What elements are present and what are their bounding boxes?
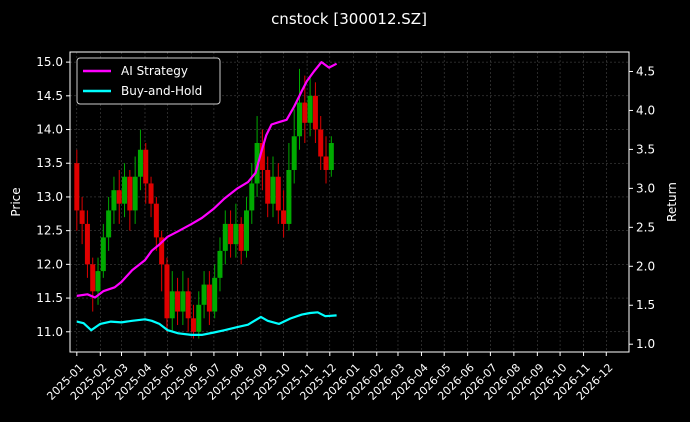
candle-body bbox=[286, 169, 292, 224]
candle-body bbox=[217, 250, 223, 278]
y-left-tick-label: 14.5 bbox=[36, 89, 63, 103]
line-series bbox=[76, 60, 338, 336]
y-left-tick-label: 13.5 bbox=[36, 156, 63, 170]
candle-body bbox=[281, 210, 287, 224]
legend-box bbox=[76, 57, 221, 105]
candlestick-series bbox=[74, 68, 334, 339]
legend: AI Strategy Buy-and-Hold bbox=[76, 57, 221, 105]
candle-body bbox=[265, 169, 271, 204]
y-right-tick-label: 2.0 bbox=[636, 259, 655, 273]
series-line-buy-and-hold bbox=[76, 311, 337, 336]
candle-body bbox=[196, 304, 202, 332]
candle-body bbox=[95, 271, 101, 292]
candle-body bbox=[84, 223, 90, 265]
candle-body bbox=[164, 264, 170, 319]
candle-body bbox=[238, 223, 244, 251]
candle-body bbox=[222, 223, 228, 251]
candle-body bbox=[79, 210, 85, 224]
candle-body bbox=[137, 149, 143, 177]
candle-body bbox=[148, 183, 154, 204]
y-left-tick-label: 14.0 bbox=[36, 123, 63, 137]
candle-body bbox=[185, 291, 191, 319]
y-axis-label-left: Price bbox=[9, 187, 23, 216]
candle-body bbox=[127, 176, 133, 211]
candle-body bbox=[159, 237, 165, 265]
candle-body bbox=[153, 203, 159, 238]
candle-body bbox=[201, 284, 207, 305]
candle-body bbox=[180, 291, 186, 312]
candle-body bbox=[302, 102, 308, 123]
y-right-tick-label: 3.0 bbox=[636, 181, 655, 195]
y-right-tick-label: 4.5 bbox=[636, 64, 655, 78]
candle-body bbox=[297, 102, 303, 137]
candle-body bbox=[243, 210, 249, 251]
y-left-tick-label: 11.5 bbox=[36, 291, 63, 305]
legend-label-buy-and-hold: Buy-and-Hold bbox=[121, 84, 202, 98]
candle-body bbox=[106, 210, 112, 238]
candle-body bbox=[122, 176, 128, 204]
candle-body bbox=[275, 176, 281, 211]
candle-body bbox=[111, 190, 117, 211]
plot-frame bbox=[69, 51, 630, 353]
y-left-tick-label: 15.0 bbox=[36, 55, 63, 69]
candle-body bbox=[169, 291, 175, 319]
y-left-tick-label: 13.0 bbox=[36, 190, 63, 204]
candle-body bbox=[132, 176, 138, 211]
y-right-tick-label: 2.5 bbox=[636, 220, 655, 234]
y-left-tick-label: 12.5 bbox=[36, 224, 63, 238]
candle-body bbox=[291, 136, 297, 170]
candle-body bbox=[249, 183, 255, 211]
y-left-tick-label: 11.0 bbox=[36, 325, 63, 339]
candle-body bbox=[328, 143, 334, 170]
y-axis-label-right: Return bbox=[665, 182, 679, 222]
candle-body bbox=[74, 163, 80, 211]
candle-body bbox=[175, 291, 181, 312]
legend-label-ai-strategy: AI Strategy bbox=[121, 64, 188, 78]
candle-body bbox=[100, 237, 106, 272]
candle-body bbox=[212, 277, 218, 312]
candle-body bbox=[90, 264, 96, 292]
candle-body bbox=[233, 223, 239, 245]
candle-body bbox=[143, 149, 149, 184]
candle-body bbox=[116, 190, 122, 204]
candle-body bbox=[270, 176, 276, 204]
series-line-ai-strategy bbox=[76, 60, 338, 299]
y-right-tick-label: 1.5 bbox=[636, 298, 655, 312]
candle-body bbox=[259, 143, 265, 170]
candle-body bbox=[323, 156, 329, 170]
candle-body bbox=[312, 95, 318, 130]
candle-body bbox=[307, 95, 313, 123]
candle-body bbox=[190, 318, 196, 332]
candle-body bbox=[228, 223, 234, 245]
candle-body bbox=[206, 284, 212, 312]
y-right-tick-label: 4.0 bbox=[636, 103, 655, 117]
y-left-tick-label: 12.0 bbox=[36, 257, 63, 271]
y-right-tick-label: 1.0 bbox=[636, 337, 655, 351]
y-right-tick-label: 3.5 bbox=[636, 142, 655, 156]
chart-title: cnstock [300012.SZ] bbox=[271, 10, 427, 28]
candle-body bbox=[318, 129, 324, 157]
